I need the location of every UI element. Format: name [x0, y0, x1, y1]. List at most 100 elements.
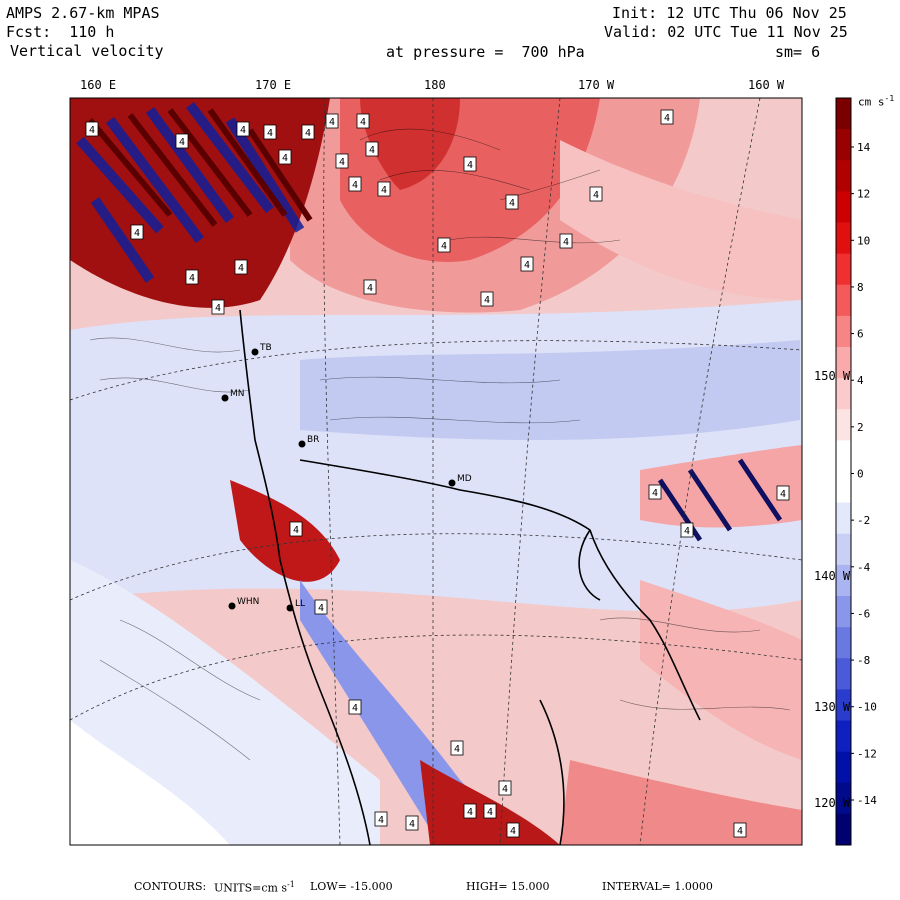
contour-marker-box [236, 121, 250, 137]
contour-marker-box [335, 153, 349, 169]
colorbar-segment [836, 98, 851, 130]
contour-marker-box [365, 141, 379, 157]
contour-marker-box [211, 299, 225, 315]
lat-label-140w: 140 W [814, 569, 851, 583]
contour-marker-label: 4 [267, 128, 273, 139]
contour-marker: 4 [348, 699, 362, 715]
colorbar-segment [836, 378, 851, 410]
colorbar-tick-label: -2 [857, 514, 870, 527]
contour-marker-label: 4 [378, 815, 384, 826]
contour-marker-label: 4 [240, 125, 246, 136]
contour-marker-label: 4 [409, 819, 415, 830]
contour-marker-label: 4 [179, 137, 185, 148]
contour-marker-box [374, 811, 388, 827]
contour-marker: 4 [85, 121, 99, 137]
contour-marker: 4 [234, 259, 248, 275]
wave-zone-south [420, 760, 560, 845]
contour-marker-label: 4 [360, 117, 366, 128]
contour-marker: 4 [733, 822, 747, 838]
contour-marker-label: 4 [318, 603, 324, 614]
colorbar: 14 12 10 8 6 4 2 0 -2 -4 -6 -8 -10 -12 -14 [835, 97, 877, 846]
contour-marker-label: 4 [189, 273, 195, 284]
contour-marker: 4 [377, 181, 391, 197]
contour-marker-box [463, 156, 477, 172]
colorbar-tick-label: -6 [857, 607, 870, 620]
map-panel [70, 98, 802, 845]
colorbar-segment [836, 502, 851, 535]
colorbar-segment [836, 813, 851, 846]
colorbar-units-exp: -1 [884, 94, 895, 103]
contour-marker: 4 [505, 194, 519, 210]
contour-lines [89, 128, 791, 761]
contour-marker-label: 4 [467, 160, 473, 171]
init-time: Init: 12 UTC Thu 06 Nov 25 [612, 4, 847, 22]
footer-units: UNITS=cm s-1 [214, 880, 295, 895]
colorbar-segment [836, 658, 851, 690]
contour-marker-box [506, 822, 520, 838]
contour-marker-label: 4 [134, 228, 140, 239]
contour-marker: 4 [348, 176, 362, 192]
colorbar-frame [835, 97, 852, 846]
wave-zone-central [230, 480, 340, 582]
pressure-value: 700 hPa [521, 43, 585, 61]
contour-marker: 4 [325, 113, 339, 129]
contour-marker-box [437, 237, 451, 253]
contour-marker-label: 4 [282, 153, 288, 164]
pressure-label: at pressure = [386, 43, 504, 61]
contour-marker: 4 [405, 815, 419, 831]
colorbar-tick-label: 4 [857, 374, 864, 387]
contour-marker: 4 [506, 822, 520, 838]
footer-high-value: 15.000 [511, 880, 550, 893]
station-markers: BR MD TB MN WHN LL [221, 343, 472, 612]
station-tb: TB [251, 343, 272, 356]
colorbar-segment [836, 596, 851, 628]
contour-marker: 4 [437, 237, 451, 253]
graticule [70, 98, 802, 845]
contour-markers: 4 4 4 4 4 4 4 4 4 4 4 4 4 4 4 4 4 4 4 4 4 4 4 4 4 4 4 4 4 4 4 4 4 4 4 4 4 4 4 [85, 109, 790, 838]
contour-marker-box [660, 109, 674, 125]
contour-marker-label: 4 [441, 241, 447, 252]
contour-marker: 4 [374, 811, 388, 827]
map-frame [69, 97, 803, 846]
contour-marker: 4 [211, 299, 225, 315]
contour-marker: 4 [130, 224, 144, 240]
contour-marker-box [463, 803, 477, 819]
contour-marker-label: 4 [563, 237, 569, 248]
footer-units-exp: -1 [287, 880, 295, 889]
station-md: MD [448, 474, 472, 487]
colorbar-segment [836, 751, 851, 784]
station-dot [228, 602, 236, 610]
contour-marker-label: 4 [339, 157, 345, 168]
coastline [239, 309, 701, 845]
contour-marker-label: 4 [352, 180, 358, 191]
contour-marker: 4 [301, 124, 315, 140]
contour-marker-box [559, 233, 573, 249]
model-title: AMPS 2.67-km MPAS [6, 4, 160, 22]
contour-marker-box [278, 149, 292, 165]
contour-marker-label: 4 [215, 303, 221, 314]
contour-marker: 4 [520, 256, 534, 272]
colorbar-tick-label: 6 [857, 328, 864, 341]
station-label: MN [230, 389, 245, 399]
lon-label-180: 180 [424, 78, 446, 92]
colorbar-segment [836, 533, 851, 566]
field-name: Vertical velocity [10, 42, 164, 60]
contour-marker-box [776, 485, 790, 501]
contour-marker: 4 [463, 156, 477, 172]
footer-low-label: LOW= [310, 880, 347, 893]
contour-marker-box [589, 186, 603, 202]
colorbar-tick-label: 14 [857, 141, 871, 154]
contour-marker-label: 4 [524, 260, 530, 271]
contour-marker-box [648, 484, 662, 500]
footer-low-value: -15.000 [350, 880, 393, 893]
contour-marker-box [289, 521, 303, 537]
contour-marker: 4 [589, 186, 603, 202]
unshaded-corner [70, 720, 230, 845]
lat-label-130w: 130 W [814, 700, 851, 714]
contour-marker: 4 [498, 780, 512, 796]
colorbar-tick-label: -14 [857, 794, 877, 807]
contour-marker-label: 4 [467, 807, 473, 818]
lat-label-120w: 120 W [814, 796, 851, 810]
contour-marker: 4 [314, 599, 328, 615]
contour-marker-label: 4 [484, 295, 490, 306]
